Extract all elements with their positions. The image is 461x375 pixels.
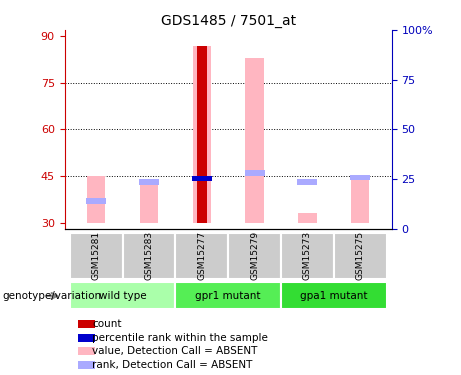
Bar: [244, 170, 265, 176]
Text: genotype/variation: genotype/variation: [2, 291, 101, 301]
Bar: [87, 176, 106, 222]
Text: count: count: [92, 319, 122, 329]
Text: GSM15275: GSM15275: [356, 231, 365, 280]
Bar: [175, 232, 228, 279]
Bar: [78, 333, 95, 342]
Bar: [193, 45, 211, 222]
Bar: [298, 213, 317, 222]
Bar: [78, 347, 95, 355]
Text: wild type: wild type: [99, 291, 147, 301]
Bar: [86, 198, 106, 204]
Bar: [245, 58, 264, 222]
Text: gpr1 mutant: gpr1 mutant: [195, 291, 261, 301]
Text: value, Detection Call = ABSENT: value, Detection Call = ABSENT: [92, 346, 258, 357]
Bar: [197, 45, 207, 222]
Bar: [175, 282, 281, 309]
Bar: [281, 232, 334, 279]
Text: GSM15279: GSM15279: [250, 231, 259, 280]
Text: percentile rank within the sample: percentile rank within the sample: [92, 333, 268, 343]
Bar: [297, 179, 318, 185]
Bar: [70, 282, 175, 309]
Bar: [78, 361, 95, 369]
Text: GSM15277: GSM15277: [197, 231, 207, 280]
Bar: [140, 182, 158, 222]
Bar: [123, 232, 175, 279]
Bar: [334, 232, 387, 279]
Text: GSM15281: GSM15281: [92, 231, 100, 280]
Text: gpa1 mutant: gpa1 mutant: [300, 291, 367, 301]
Bar: [139, 179, 159, 185]
Bar: [228, 232, 281, 279]
Text: GSM15273: GSM15273: [303, 231, 312, 280]
Bar: [78, 320, 95, 328]
Bar: [350, 175, 370, 180]
Text: rank, Detection Call = ABSENT: rank, Detection Call = ABSENT: [92, 360, 253, 370]
Title: GDS1485 / 7501_at: GDS1485 / 7501_at: [160, 13, 296, 28]
Bar: [192, 176, 212, 181]
Bar: [281, 282, 387, 309]
Bar: [351, 176, 369, 222]
Bar: [70, 232, 123, 279]
Bar: [192, 176, 212, 181]
Text: GSM15283: GSM15283: [144, 231, 154, 280]
